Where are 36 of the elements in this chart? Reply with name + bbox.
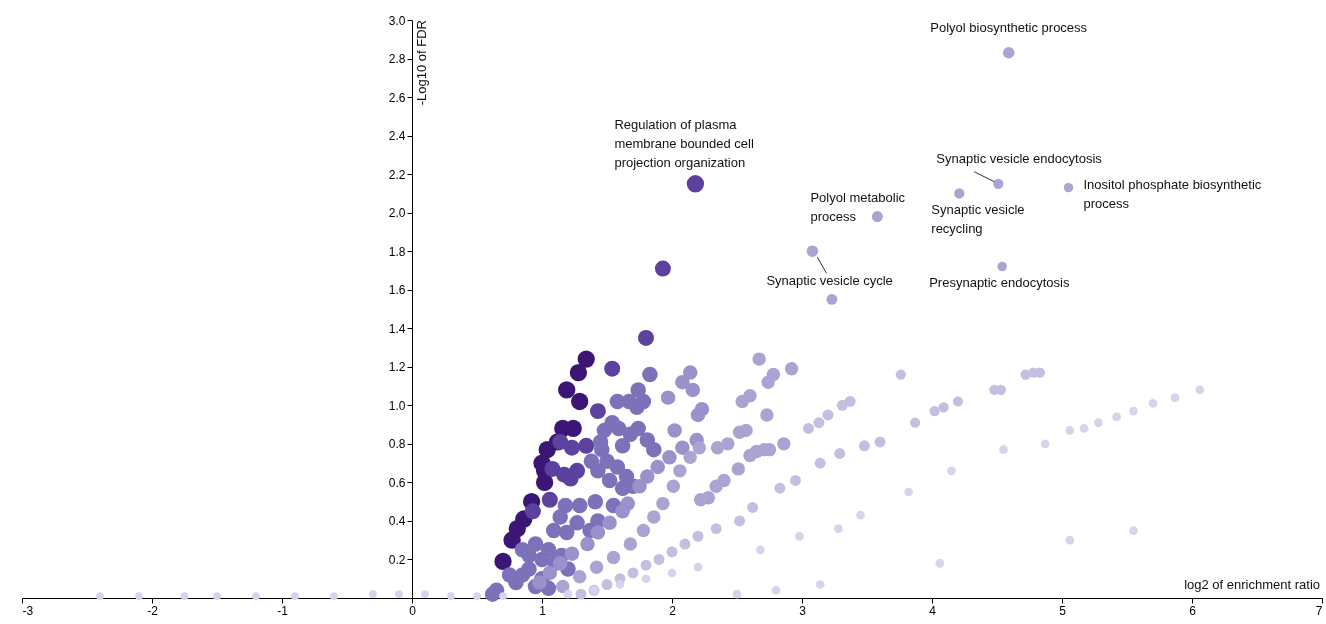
annotation: Regulation of plasma membrane bounded cell projection organization bbox=[614, 116, 754, 170]
y-tick-label: 0.4 bbox=[388, 514, 406, 529]
y-tick-label: 2.2 bbox=[388, 167, 406, 182]
annotation: Polyol biosynthetic process bbox=[930, 19, 1088, 35]
y-tick-label: 0.6 bbox=[388, 475, 406, 490]
x-tick-label: 7 bbox=[1315, 603, 1323, 618]
y-tick-label: 2.0 bbox=[388, 206, 406, 221]
annotation: Synaptic vesicle recycling bbox=[931, 202, 1025, 237]
y-tick-label: 0.8 bbox=[388, 437, 406, 452]
x-tick-label: 6 bbox=[1189, 603, 1197, 618]
x-axis-title: log2 of enrichment ratio bbox=[1184, 577, 1320, 592]
x-tick-label: 4 bbox=[929, 603, 937, 618]
x-tick-label: 3 bbox=[799, 603, 807, 618]
y-tick-label: 2.8 bbox=[388, 52, 406, 67]
x-tick-label: 2 bbox=[669, 603, 677, 618]
y-tick-label: 1.8 bbox=[388, 244, 406, 259]
x-tick-label: 5 bbox=[1059, 603, 1067, 618]
y-tick-label: 1.2 bbox=[388, 360, 406, 375]
x-tick-label: 1 bbox=[539, 603, 547, 618]
y-tick-label: 2.4 bbox=[388, 129, 406, 144]
annotation: Synaptic vesicle endocytosis bbox=[936, 150, 1103, 166]
y-tick-label: 1.6 bbox=[388, 283, 406, 298]
x-tick-label: 0 bbox=[409, 603, 417, 618]
y-axis-title: -Log10 of FDR bbox=[414, 20, 429, 106]
x-tick-label: -3 bbox=[22, 603, 34, 618]
y-tick-label: 1.4 bbox=[388, 321, 406, 336]
y-tick-label: 0.2 bbox=[388, 552, 406, 567]
annotation: Inositol phosphate biosynthetic process bbox=[1083, 176, 1262, 211]
y-tick-label: 2.6 bbox=[388, 90, 406, 105]
y-tick-label: 3.0 bbox=[388, 13, 406, 28]
annotation: Presynaptic endocytosis bbox=[929, 274, 1070, 290]
x-tick-label: -2 bbox=[147, 603, 159, 618]
y-tick-label: 1.0 bbox=[388, 398, 406, 413]
x-tick-label: -1 bbox=[277, 603, 289, 618]
annotation: Synaptic vesicle cycle bbox=[766, 273, 893, 289]
annotation: Polyol metabolic process bbox=[810, 189, 906, 224]
